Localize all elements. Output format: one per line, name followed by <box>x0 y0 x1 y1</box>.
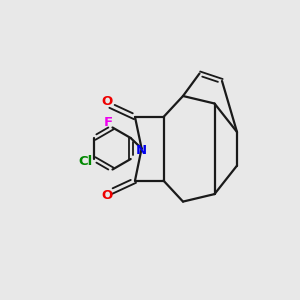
Text: Cl: Cl <box>79 155 93 168</box>
Text: F: F <box>103 116 112 129</box>
Text: N: N <box>136 144 147 157</box>
Text: O: O <box>102 95 113 109</box>
Text: O: O <box>102 189 113 202</box>
